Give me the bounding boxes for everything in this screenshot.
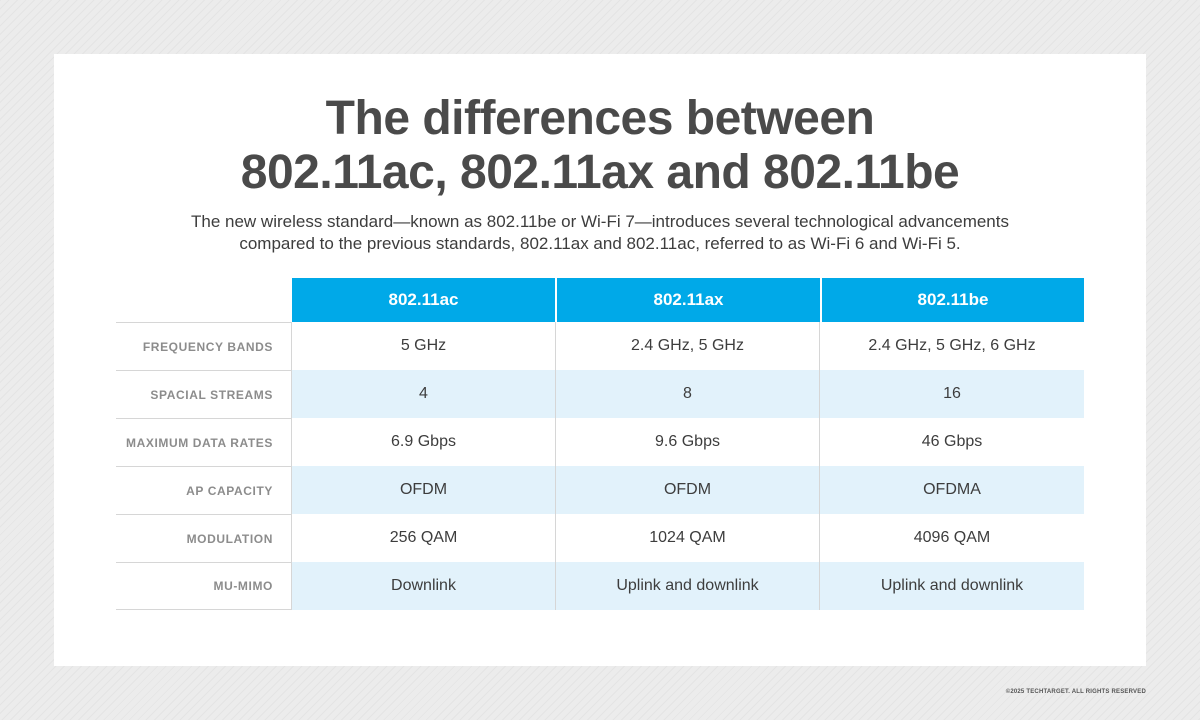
table-cell: Uplink and downlink [820,562,1084,610]
table-cell: 16 [820,370,1084,418]
column-header-80211ac: 802.11ac [292,278,555,322]
table-cell: Uplink and downlink [556,562,820,610]
title-line-1: The differences between [325,92,875,145]
table-row: MAXIMUM DATA RATES 6.9 Gbps 9.6 Gbps 46 … [116,418,1084,466]
row-label: SPACIAL STREAMS [116,370,292,418]
table-cell: 4096 QAM [913,529,991,546]
table-cell: OFDMA [820,466,1084,514]
row-label: MU-MIMO [116,562,292,610]
table-cell: OFDM [556,466,820,514]
table-cell: 2.4 GHz, 5 GHz [556,322,820,370]
table-row: MODULATION 256 QAM 1024 QAM 4096 QAM [116,514,1084,562]
table-cell: 2.4 GHz, 5 GHz, 6 GHz [868,337,1036,354]
table-cell: 1024 QAM [556,514,820,562]
title-line-2: 802.11ac, 802.11ax and 802.11be [240,146,960,199]
table-row: FREQUENCY BANDS 5 GHz 2.4 GHz, 5 GHz 2.4… [116,322,1084,370]
row-label: MODULATION [116,514,292,562]
table-header-row: 802.11ac 802.11ax 802.11be [116,278,1084,322]
table-row: AP CAPACITY OFDM OFDM OFDMA [116,466,1084,514]
table-cell: OFDM [292,466,556,514]
row-label: FREQUENCY BANDS [116,322,292,370]
row-label: MAXIMUM DATA RATES [116,418,292,466]
table-row: MU-MIMO Downlink Uplink and downlink Upl… [116,562,1084,610]
table-cell: 4 [292,370,556,418]
comparison-table: 802.11ac 802.11ax 802.11be FREQUENCY BAN… [116,278,1084,610]
table-row: SPACIAL STREAMS 4 8 16 [116,370,1084,418]
table-cell: 46 Gbps [921,433,983,450]
header-corner [116,278,292,322]
subtitle-line-1: The new wireless standard—known as 802.1… [191,212,1009,231]
table-cell: Downlink [292,562,556,610]
page-title: The differences between 802.11ac, 802.11… [0,92,1200,200]
column-header-80211be: 802.11be [822,278,1084,322]
column-header-80211ax: 802.11ax [557,278,820,322]
row-label: AP CAPACITY [116,466,292,514]
copyright-notice: ©2025 TECHTARGET. ALL RIGHTS RESERVED [1005,689,1146,695]
subtitle-line-2: compared to the previous standards, 802.… [239,234,961,253]
page-subtitle: The new wireless standard—known as 802.1… [130,211,1070,255]
table-cell: 9.6 Gbps [556,418,820,466]
table-cell: 256 QAM [292,514,556,562]
table-cell: 8 [556,370,820,418]
table-cell: 5 GHz [292,322,556,370]
table-cell: 6.9 Gbps [292,418,556,466]
